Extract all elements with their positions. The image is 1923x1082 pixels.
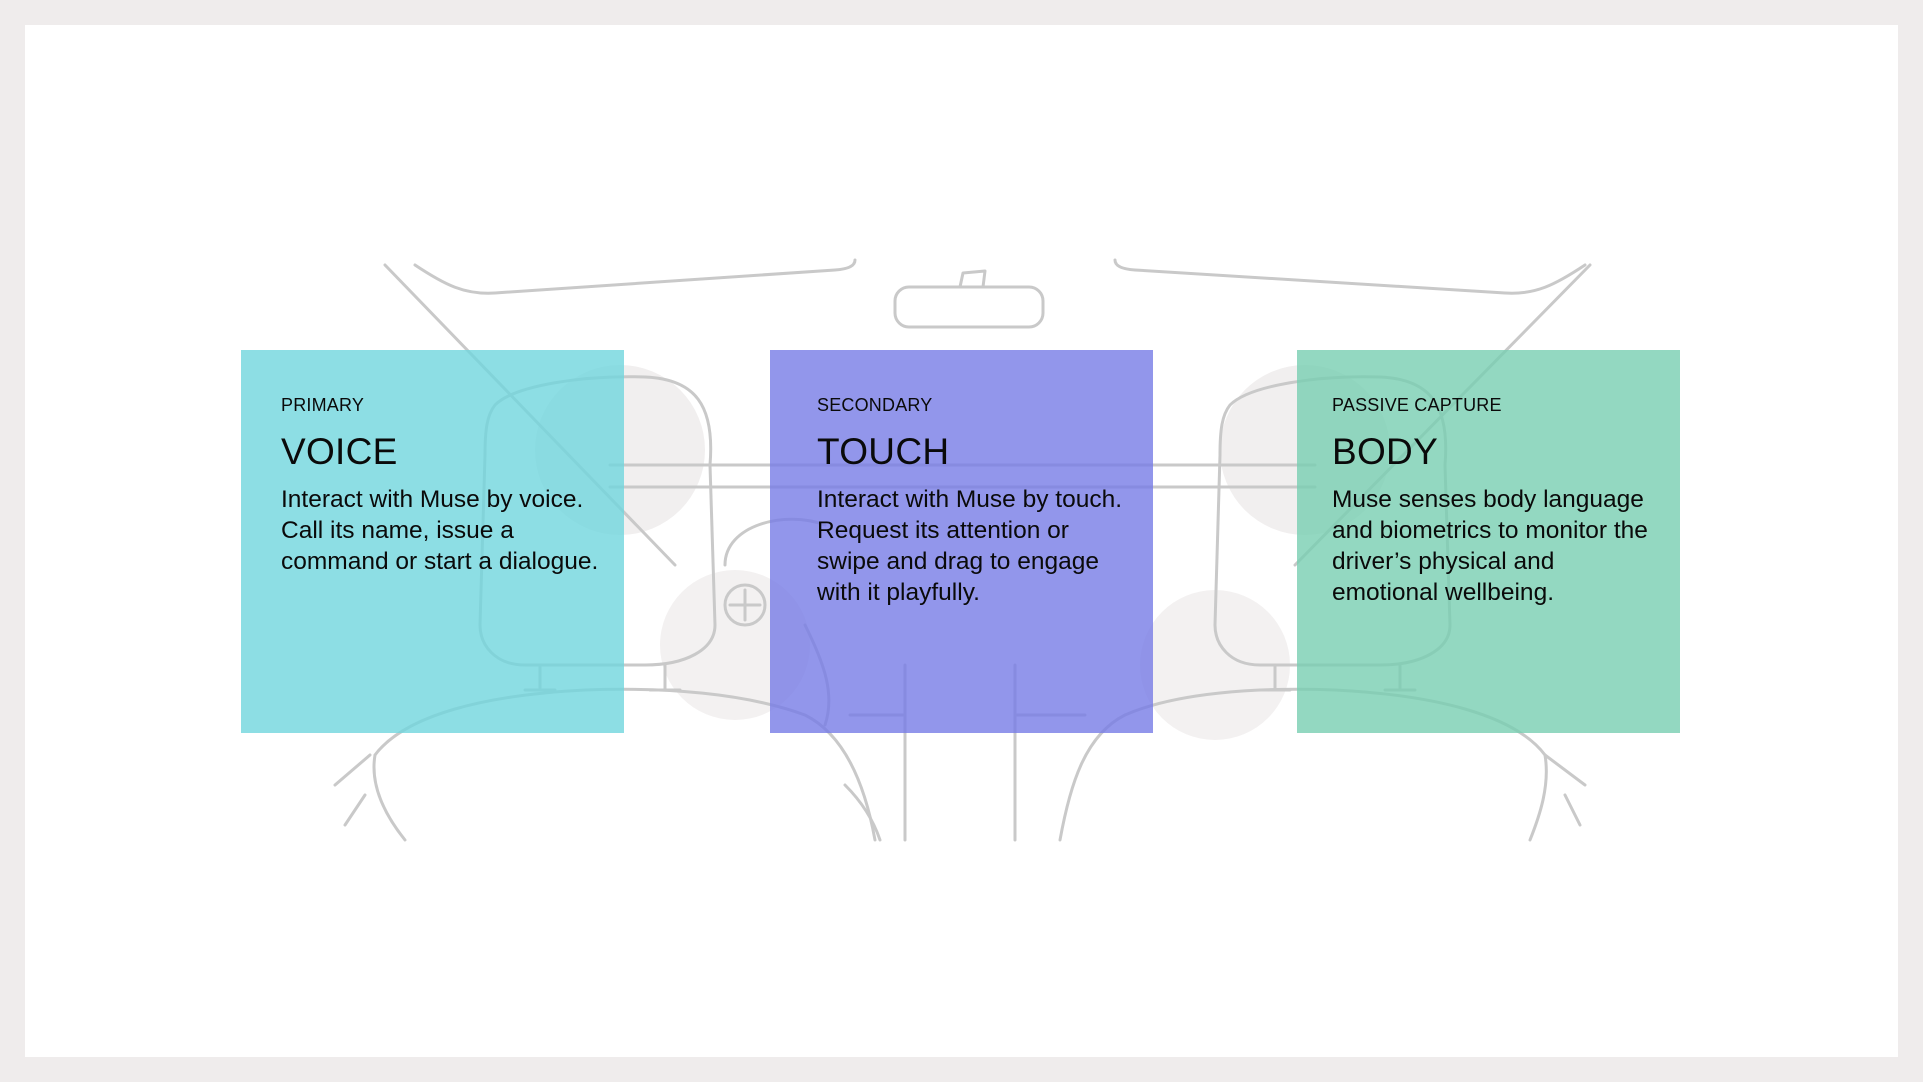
card-description: Interact with Muse by voice. Call its na… — [281, 486, 599, 575]
card-description: Interact with Muse by touch. Request its… — [817, 486, 1123, 606]
card-description: Muse senses body language and biometrics… — [1332, 486, 1648, 606]
touch-card: SECONDARY TOUCH Interact with Muse by to… — [770, 350, 1153, 733]
body-card: PASSIVE CAPTURE BODY Muse senses body la… — [1297, 350, 1680, 733]
card-category: SECONDARY — [817, 395, 933, 415]
card-title: VOICE — [281, 431, 398, 472]
card-title: BODY — [1332, 431, 1439, 472]
card-category: PASSIVE CAPTURE — [1332, 395, 1502, 415]
card-category: PRIMARY — [281, 395, 365, 415]
card-title: TOUCH — [817, 431, 950, 472]
voice-card: PRIMARY VOICE Interact with Muse by voic… — [241, 350, 624, 733]
slide: PRIMARY VOICE Interact with Muse by voic… — [25, 25, 1898, 1057]
